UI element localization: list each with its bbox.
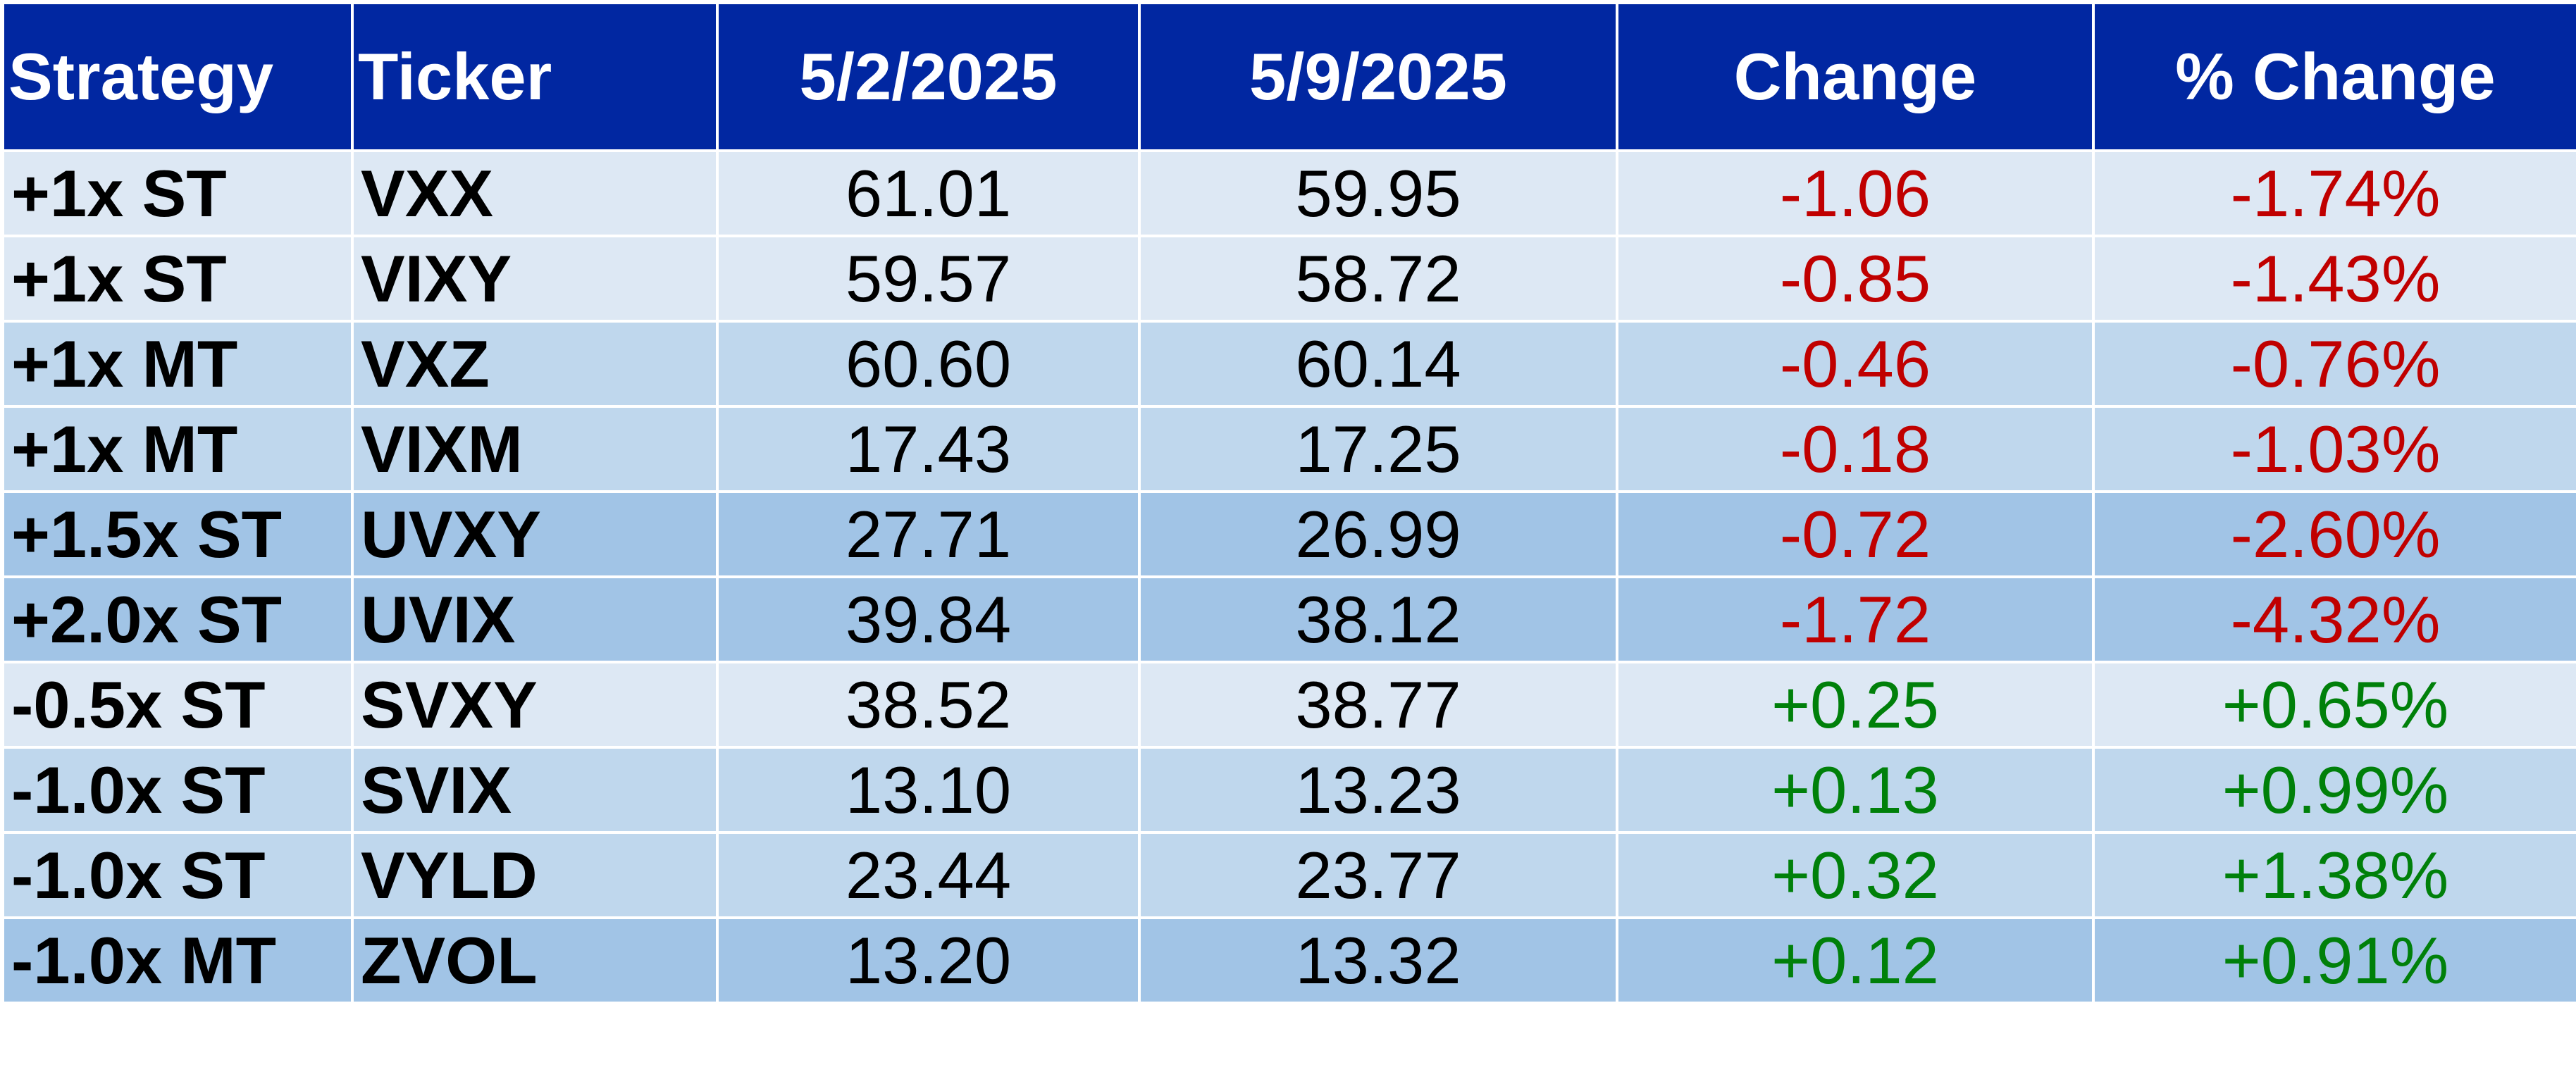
cell-strategy: -1.0x ST (1, 746, 354, 834)
cell-pct-change: -0.76% (2092, 320, 2576, 408)
cell-change: -1.72 (1616, 575, 2095, 663)
cell-ticker: SVIX (351, 746, 719, 834)
cell-pct-change: -1.03% (2092, 405, 2576, 493)
cell-ticker: ZVOL (351, 916, 719, 1004)
table-row: -1.0x MT ZVOL 13.20 13.32 +0.12 +0.91% (1, 916, 2576, 1004)
header-pct-change: % Change (2092, 1, 2576, 152)
header-ticker: Ticker (351, 1, 719, 152)
cell-strategy: +1x MT (1, 320, 354, 408)
cell-ticker: VXZ (351, 320, 719, 408)
cell-strategy: +1x ST (1, 149, 354, 237)
cell-strategy: +1.5x ST (1, 490, 354, 578)
table-row: -1.0x ST SVIX 13.10 13.23 +0.13 +0.99% (1, 746, 2576, 834)
cell-strategy: +1x ST (1, 235, 354, 323)
table-row: +1x MT VXZ 60.60 60.14 -0.46 -0.76% (1, 320, 2576, 408)
cell-price-date-2: 38.77 (1138, 661, 1618, 749)
cell-ticker: VXX (351, 149, 719, 237)
header-strategy: Strategy (1, 1, 354, 152)
cell-price-date-2: 13.23 (1138, 746, 1618, 834)
table-row: +1x MT VIXM 17.43 17.25 -0.18 -1.03% (1, 405, 2576, 493)
cell-change: +0.25 (1616, 661, 2095, 749)
cell-price-date-1: 61.01 (716, 149, 1141, 237)
cell-ticker: UVIX (351, 575, 719, 663)
cell-pct-change: -1.43% (2092, 235, 2576, 323)
header-row: Strategy Ticker 5/2/2025 5/9/2025 Change… (1, 1, 2576, 152)
cell-price-date-1: 39.84 (716, 575, 1141, 663)
cell-pct-change: +1.38% (2092, 831, 2576, 919)
cell-pct-change: -1.74% (2092, 149, 2576, 237)
cell-price-date-1: 60.60 (716, 320, 1141, 408)
table-row: -1.0x ST VYLD 23.44 23.77 +0.32 +1.38% (1, 831, 2576, 919)
cell-ticker: VIXY (351, 235, 719, 323)
table-row: +1.5x ST UVXY 27.71 26.99 -0.72 -2.60% (1, 490, 2576, 578)
table-row: -0.5x ST SVXY 38.52 38.77 +0.25 +0.65% (1, 661, 2576, 749)
table-row: +1x ST VIXY 59.57 58.72 -0.85 -1.43% (1, 235, 2576, 323)
cell-pct-change: +0.99% (2092, 746, 2576, 834)
cell-price-date-2: 58.72 (1138, 235, 1618, 323)
header-date-1: 5/2/2025 (716, 1, 1141, 152)
cell-price-date-1: 59.57 (716, 235, 1141, 323)
cell-strategy: -0.5x ST (1, 661, 354, 749)
cell-price-date-2: 23.77 (1138, 831, 1618, 919)
cell-price-date-1: 27.71 (716, 490, 1141, 578)
cell-pct-change: -2.60% (2092, 490, 2576, 578)
cell-pct-change: -4.32% (2092, 575, 2576, 663)
cell-strategy: +2.0x ST (1, 575, 354, 663)
cell-change: +0.12 (1616, 916, 2095, 1004)
cell-ticker: SVXY (351, 661, 719, 749)
cell-strategy: +1x MT (1, 405, 354, 493)
cell-change: -0.18 (1616, 405, 2095, 493)
cell-price-date-1: 13.10 (716, 746, 1141, 834)
cell-price-date-2: 59.95 (1138, 149, 1618, 237)
cell-change: -1.06 (1616, 149, 2095, 237)
cell-price-date-2: 13.32 (1138, 916, 1618, 1004)
table-row: +2.0x ST UVIX 39.84 38.12 -1.72 -4.32% (1, 575, 2576, 663)
cell-change: -0.72 (1616, 490, 2095, 578)
cell-price-date-2: 60.14 (1138, 320, 1618, 408)
cell-price-date-1: 38.52 (716, 661, 1141, 749)
cell-price-date-2: 26.99 (1138, 490, 1618, 578)
cell-price-date-1: 13.20 (716, 916, 1141, 1004)
cell-pct-change: +0.91% (2092, 916, 2576, 1004)
cell-price-date-1: 23.44 (716, 831, 1141, 919)
cell-change: +0.13 (1616, 746, 2095, 834)
cell-ticker: UVXY (351, 490, 719, 578)
cell-strategy: -1.0x ST (1, 831, 354, 919)
cell-pct-change: +0.65% (2092, 661, 2576, 749)
cell-price-date-2: 17.25 (1138, 405, 1618, 493)
cell-change: -0.46 (1616, 320, 2095, 408)
cell-ticker: VYLD (351, 831, 719, 919)
header-date-2: 5/9/2025 (1138, 1, 1618, 152)
price-change-table: Strategy Ticker 5/2/2025 5/9/2025 Change… (1, 1, 2576, 1004)
cell-ticker: VIXM (351, 405, 719, 493)
table-row: +1x ST VXX 61.01 59.95 -1.06 -1.74% (1, 149, 2576, 237)
cell-strategy: -1.0x MT (1, 916, 354, 1004)
cell-price-date-1: 17.43 (716, 405, 1141, 493)
cell-change: -0.85 (1616, 235, 2095, 323)
cell-change: +0.32 (1616, 831, 2095, 919)
cell-price-date-2: 38.12 (1138, 575, 1618, 663)
header-change: Change (1616, 1, 2095, 152)
